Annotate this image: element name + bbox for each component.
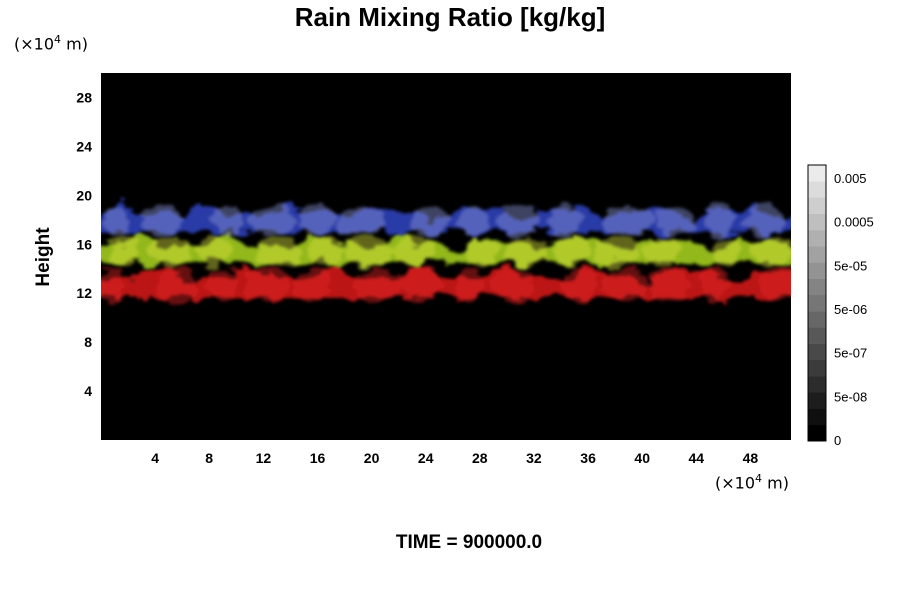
rain-layer-1 (101, 263, 791, 305)
x-axis-unit: (×104 m) (715, 472, 789, 493)
rain-layers (101, 201, 791, 305)
colorbar-tick-label: 5e-05 (834, 258, 867, 273)
colorbar-tick-label: 5e-06 (834, 302, 867, 317)
colorbar-swatch (808, 278, 826, 296)
x-tick-label: 12 (256, 450, 272, 466)
colorbar-tick-label: 0 (834, 433, 841, 448)
y-axis-unit: (×104 m) (14, 33, 88, 54)
colorbar-swatch (808, 408, 826, 426)
colorbar: 0.005 0.0005 5e-05 5e-06 5e-07 5e-08 0 (807, 164, 874, 448)
colorbar-swatch (808, 181, 826, 198)
x-tick-label: 40 (634, 450, 650, 466)
colorbar-swatch (808, 294, 826, 312)
chart-title: Rain Mixing Ratio [kg/kg] (294, 2, 606, 32)
colorbar-swatch (808, 311, 826, 328)
colorbar-tick-label: 5e-08 (834, 389, 867, 404)
x-tick-label: 32 (526, 450, 542, 466)
rain-layer-2 (101, 232, 791, 269)
y-tick-label: 4 (84, 383, 92, 399)
colorbar-swatch (808, 165, 826, 182)
x-tick-label: 24 (418, 450, 434, 466)
colorbar-tick-label: 5e-07 (834, 346, 867, 361)
colorbar-swatch (808, 359, 826, 377)
colorbar-swatch (808, 343, 826, 361)
y-tick-label: 28 (76, 90, 92, 106)
y-tick-label: 24 (76, 138, 92, 154)
colorbar-tick-label: 0.0005 (834, 215, 874, 230)
colorbar-swatch (808, 197, 826, 215)
x-ticks: 4 8 12 16 20 24 28 32 36 40 44 48 (151, 450, 758, 466)
x-tick-label: 4 (151, 450, 159, 466)
colorbar-swatch (808, 327, 826, 344)
colorbar-swatch (808, 424, 826, 442)
colorbar-tick-label: 0.005 (834, 171, 867, 186)
x-tick-label: 44 (689, 450, 705, 466)
x-tick-label: 20 (364, 450, 380, 466)
x-tick-label: 48 (743, 450, 759, 466)
x-tick-label: 8 (205, 450, 213, 466)
y-tick-label: 16 (76, 236, 92, 252)
colorbar-swatch (808, 246, 826, 263)
colorbar-swatch (808, 262, 826, 279)
x-tick-label: 36 (580, 450, 596, 466)
y-tick-label: 8 (84, 334, 92, 350)
colorbar-swatch (808, 392, 826, 409)
time-label: TIME = 900000.0 (395, 532, 543, 553)
x-tick-label: 16 (310, 450, 326, 466)
colorbar-swatch (808, 229, 826, 247)
colorbar-swatch (808, 376, 826, 393)
x-tick-label: 28 (472, 450, 488, 466)
y-tick-label: 12 (76, 285, 92, 301)
y-ticks: 4 8 12 16 20 24 28 (76, 90, 92, 400)
colorbar-frame (807, 164, 827, 442)
rain-layer-3 (101, 201, 791, 238)
colorbar-swatch (808, 213, 826, 231)
y-tick-label: 20 (76, 187, 92, 203)
